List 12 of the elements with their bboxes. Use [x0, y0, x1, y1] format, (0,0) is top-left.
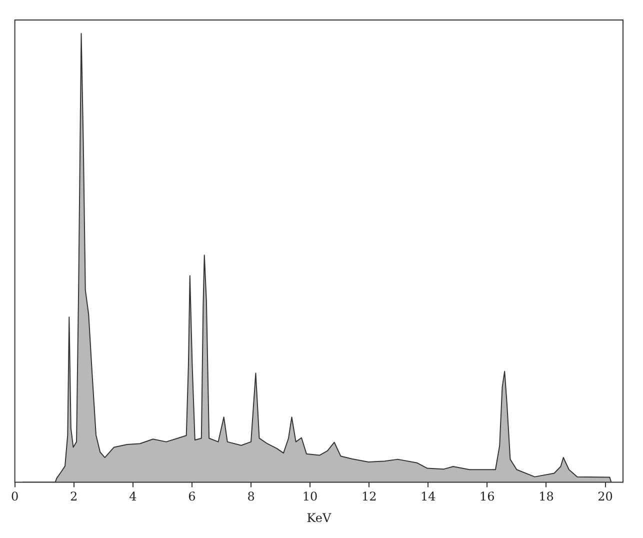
x-tick-label: 0 [10, 490, 19, 504]
x-tick-label: 2 [70, 490, 78, 504]
x-tick-label: 6 [188, 490, 196, 504]
x-tick-label: 8 [247, 490, 255, 504]
x-tick-label: 12 [361, 490, 377, 504]
x-tick-label: 20 [598, 490, 613, 504]
x-axis-title: KeV [306, 510, 332, 525]
x-tick-label: 18 [538, 490, 554, 504]
x-tick-label: 14 [420, 490, 436, 504]
x-tick-label: 16 [480, 490, 495, 504]
x-tick-label: 10 [302, 490, 318, 504]
x-tick-label: 4 [129, 490, 138, 504]
